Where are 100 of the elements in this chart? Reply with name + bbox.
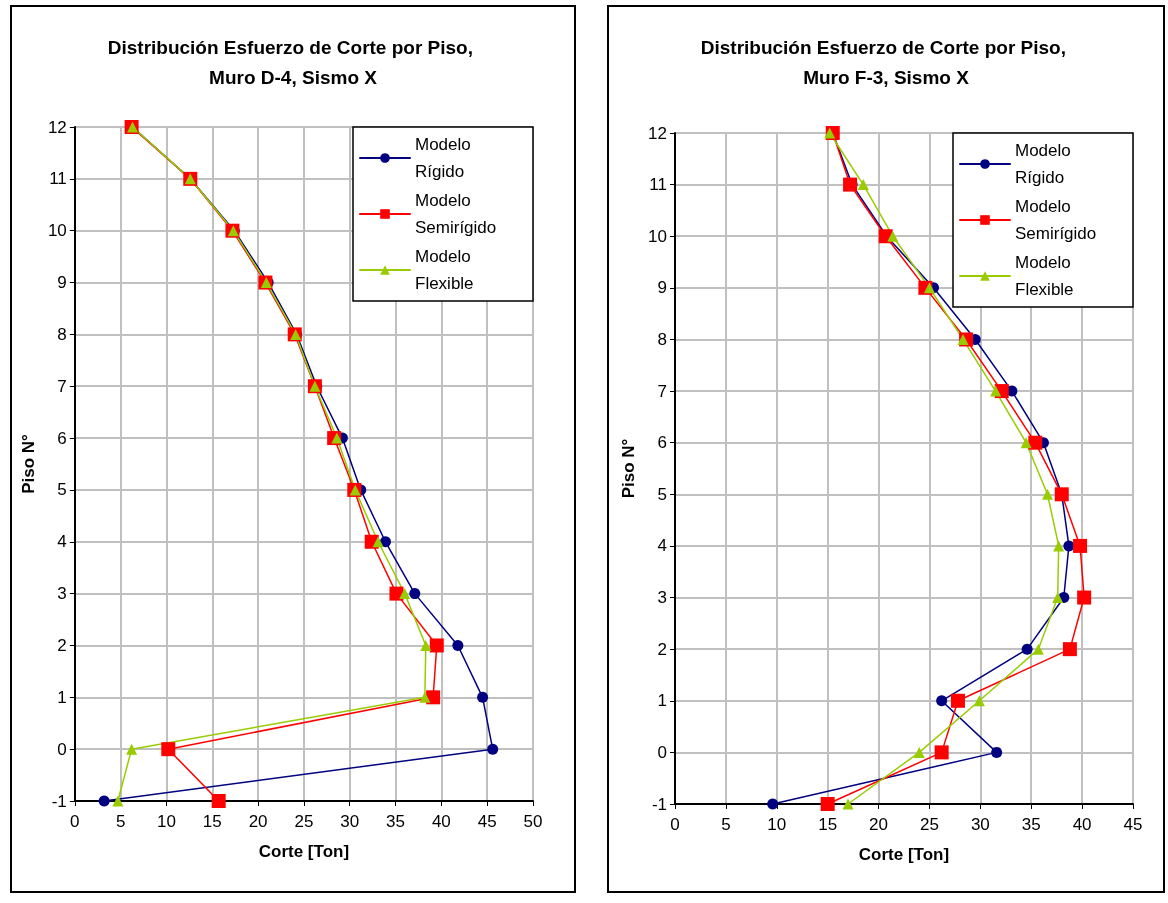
point [419,691,431,703]
point [1021,643,1033,655]
point [1052,592,1064,604]
point [934,745,949,760]
point [957,333,969,345]
y-tick-label: 6 [57,428,67,448]
legend-label: Modelo Flexible [415,247,476,293]
point [1062,642,1077,657]
y-axis-title: Piso N° [19,433,38,494]
y-tick-label: 0 [657,742,667,762]
point [429,638,444,653]
y-tick-label: -1 [51,791,67,811]
x-tick-label: 15 [818,815,838,834]
y-tick-label: 10 [47,221,67,241]
y-tick-label: 11 [649,175,667,195]
x-tick-label: 5 [721,815,731,834]
point [1063,540,1075,552]
point [477,691,489,703]
y-tick-label: 11 [49,169,67,189]
point [857,179,869,191]
point [936,695,948,707]
x-tick-label: 20 [248,812,268,831]
y-tick-label: 7 [657,381,667,401]
x-tick-label: 50 [523,812,543,831]
point [487,743,499,755]
point [1073,538,1088,553]
x-axis-title: Corte [Ton] [858,845,950,864]
x-tick-label: 45 [477,812,497,831]
x-tick-label: 45 [1123,815,1143,834]
y-tick-label: 4 [57,532,67,552]
point [913,746,925,758]
legend-label: Modelo Rígido [415,135,476,181]
point [112,795,124,807]
x-tick-label: 0 [70,812,80,831]
x-axis-title: Corte [Ton] [258,842,350,861]
y-tick-label: 2 [657,639,667,659]
x-tick-label: 10 [767,815,787,834]
legend-label: Modelo Semirígido [1015,197,1097,243]
point [399,588,411,600]
y-tick-label: 8 [57,324,67,344]
point [372,536,384,548]
point [887,230,899,242]
y-tick-label: 5 [57,480,67,500]
point [161,742,176,757]
point [420,639,432,651]
point [950,693,965,708]
y-tick-label: 10 [648,226,667,246]
point [389,586,404,601]
y-tick-label: 3 [657,588,667,608]
x-tick-label: 15 [202,812,222,831]
y-tick-label: 4 [657,536,667,556]
y-tick-label: 9 [657,278,667,298]
point [923,282,935,294]
y-tick-label: 6 [657,433,667,453]
y-tick-label: 5 [657,484,667,504]
x-tick-label: 35 [1021,815,1041,834]
y-tick-label: 12 [47,117,67,137]
x-tick-label: 30 [340,812,360,831]
point [1020,437,1032,449]
y-tick-label: 1 [657,691,667,711]
legend-label: Modelo Rígido [1015,141,1076,187]
point [842,798,854,810]
point [973,695,985,707]
point [1028,435,1043,450]
point [820,797,835,811]
y-tick-label: 9 [57,273,67,293]
x-tick-label: 30 [970,815,990,834]
point [767,798,779,810]
legend-label: Modelo Semirígido [415,191,497,237]
y-tick-label: 2 [57,635,67,655]
y-tick-label: 8 [657,329,667,349]
point [1032,643,1044,655]
x-tick-label: 25 [294,812,314,831]
x-tick-label: 40 [431,812,451,831]
point [1053,540,1065,552]
x-tick-label: 20 [869,815,889,834]
chart-title: Distribución Esfuerzo de Corte por Piso, Muro F-3, Sismo X [700,36,1072,88]
point [1077,590,1092,605]
y-tick-label: 0 [57,739,67,759]
point [379,536,391,548]
x-tick-label: 10 [156,812,176,831]
y-tick-label: 12 [648,123,667,143]
point [1042,488,1054,500]
point [126,743,138,755]
point [409,588,421,600]
point [331,432,343,444]
y-tick-label: 7 [57,376,67,396]
y-tick-label: 1 [57,687,67,707]
point [452,639,464,651]
point [991,746,1003,758]
chart-title: Distribución Esfuerzo de Corte por Piso, Muro D-4, Sismo X [107,36,479,88]
x-tick-label: 0 [670,815,680,834]
x-tick-label: 25 [919,815,939,834]
point [211,794,226,808]
legend-label: Modelo Flexible [1015,253,1076,299]
y-tick-label: -1 [651,794,667,814]
y-tick-label: 3 [57,584,67,604]
point [990,385,1002,397]
x-tick-label: 40 [1072,815,1092,834]
point [98,795,110,807]
